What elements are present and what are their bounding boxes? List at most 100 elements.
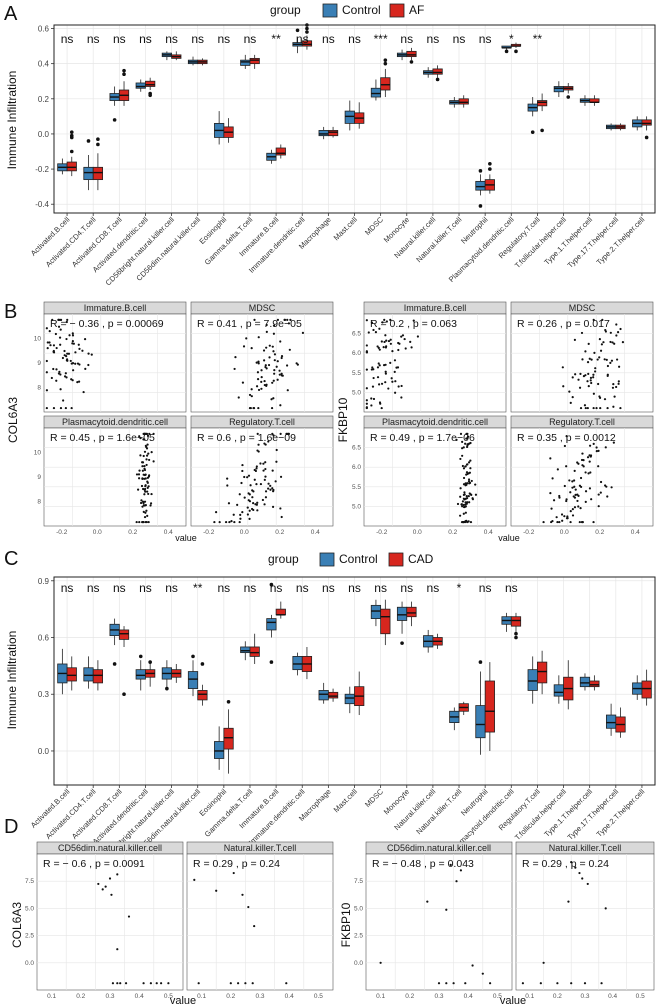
outlier-point [165,686,169,691]
scatter-point [72,342,75,345]
scatter-point [586,882,589,886]
scatter-point [592,406,595,410]
scatter-point [616,331,620,334]
outlier-point [226,700,231,704]
box-control [344,693,355,705]
scatter-point [250,395,253,398]
x-category-label: MDSC [363,215,385,237]
scatter-point [257,388,261,392]
significance-label: ns [427,32,440,46]
box-af [92,166,104,181]
scatter-point [46,347,49,350]
scatter-point [581,877,584,880]
y-tick-label: 0.0 [25,960,34,967]
scatter-point [571,376,574,379]
scatter-point [455,438,458,441]
y-tick-label: 5.5 [352,484,361,491]
scatter-point [146,486,149,489]
x-tick-label: 0.4 [164,529,173,536]
scatter-point [66,318,69,321]
significance-label: ns [479,581,492,595]
scatter-point [612,405,615,408]
scatter-point [238,493,241,496]
scatter-point [167,982,170,985]
y-tick-label: 5.0 [354,905,363,912]
y-tick-label: 6.5 [352,445,361,452]
scatter-point [76,381,79,384]
scatter-point [365,399,368,402]
y-tick-label: 7.5 [25,878,34,885]
scatter-point [62,399,65,402]
x-tick-label: 0.3 [580,993,589,1000]
scatter-point [462,503,465,507]
scatter-point [370,321,374,324]
significance-label: ns [113,581,126,595]
scatter-point [152,432,155,435]
scatter-point [593,351,596,354]
scatter-point [401,334,405,337]
scatter-point [143,477,146,480]
outlier-point [96,142,100,147]
panel-label-b: B [4,301,17,323]
scatter-point [267,487,270,490]
scatter-point [598,395,601,398]
significance-label: ns [322,32,335,46]
scatter-point [577,462,580,465]
significance-label: ns [453,32,466,46]
outlier-point [540,128,544,133]
scatter-point [578,386,582,389]
scatter-point [584,374,587,377]
scatter-point [256,371,260,374]
scatter-point [149,502,153,505]
scatter-point [255,385,259,388]
box-control [579,676,591,688]
panel-b-left-ylabel: COL6A3 [6,397,20,443]
scatter-point [609,361,612,364]
scatter-point [278,369,281,372]
scatter-point [556,520,559,524]
scatter-point [260,387,263,390]
scatter-point [71,379,74,382]
scatter-point [265,367,268,370]
legend-c-title: group [268,552,299,566]
scatter-point [87,363,90,367]
scatter-point [570,982,573,985]
correlation-stat: R = 0.2 , p = 0.063 [370,318,457,330]
scatter-point [246,506,249,509]
scatter-point [571,486,574,489]
scatter-point [589,471,592,474]
scatter-point [404,347,407,350]
scatter-point [257,362,260,365]
scatter-point [374,331,378,334]
box-af [249,57,260,65]
scatter-point [379,961,382,964]
scatter-point [616,358,619,361]
scatter-point [581,452,584,455]
scatter-point [263,379,266,383]
x-category-label: Mast.cell [332,787,360,815]
scatter-point [78,380,81,383]
outlier-point [69,130,74,134]
scatter-point [265,346,268,349]
scatter-point [63,349,66,353]
scatter-point [573,485,576,488]
scatter-point [470,479,473,483]
outlier-point [435,77,440,82]
x-tick-label: 0.4 [135,993,144,1000]
scatter-point [469,441,472,445]
box-control [214,741,225,759]
scatter-point [587,385,590,388]
scatter-point [584,406,587,410]
scatter-point [462,467,466,470]
correlation-stat: R = 0.35 , p = 0.0012 [517,432,616,444]
box-af [458,98,469,105]
scatter-point [465,494,468,498]
scatter-point [609,331,612,334]
scatter-point [271,505,275,508]
scatter-point [461,464,464,468]
y-tick-label: 0.0 [354,960,363,967]
x-category-label: Gamma.delta.T.cell [203,215,255,267]
scatter-point [150,492,153,496]
x-tick-label: 0.2 [405,993,414,1000]
scatter-point [278,373,281,376]
